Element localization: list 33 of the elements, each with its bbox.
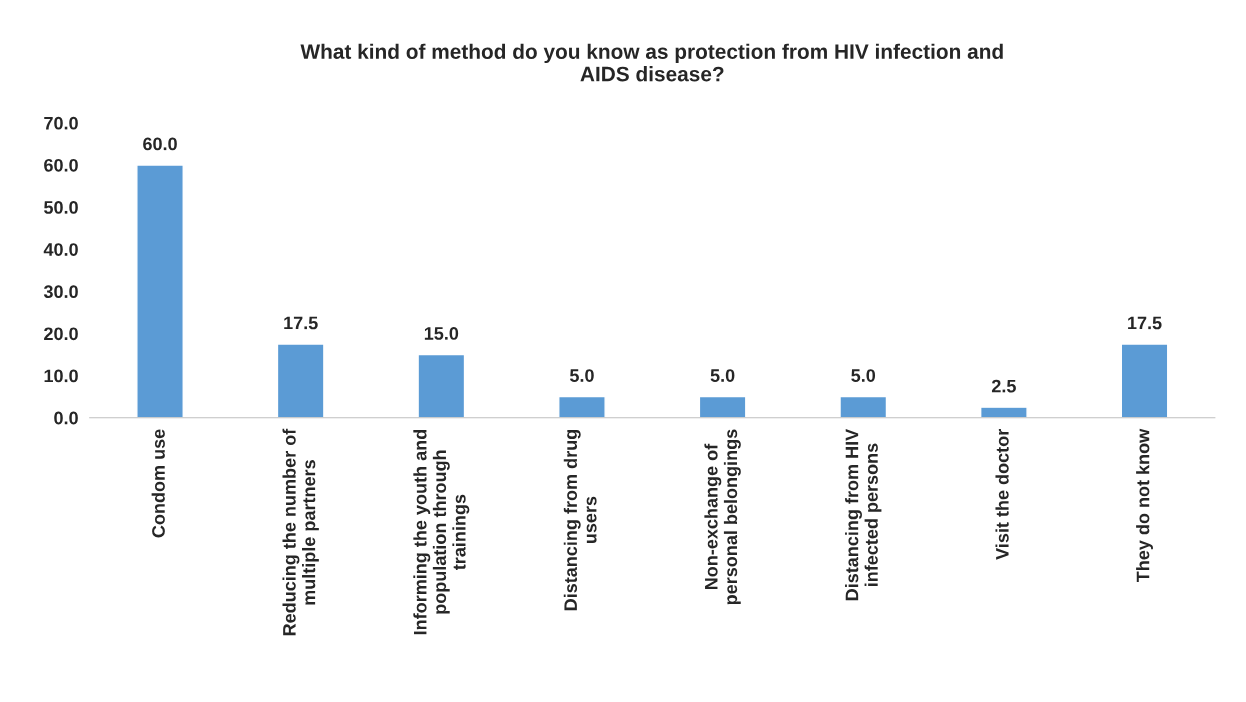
data-label: 60.0 [143,137,177,151]
bar [136,164,184,418]
x-tick-label: Informing the youth and population through trainings [413,429,470,635]
bar [1120,343,1169,418]
data-label: 5.0 [710,369,735,382]
bar [979,406,1028,418]
y-tick-label: 70.0 [44,116,78,130]
data-label: 2.5 [991,379,1016,393]
y-tick-label: 0.0 [54,411,78,425]
y-tick-label: 20.0 [44,327,78,341]
bar [276,343,325,418]
y-tick-label: 10.0 [44,369,78,383]
y-tick-label: 40.0 [43,243,78,256]
x-tick-label: Condom use [151,429,165,538]
x-tick-label: Visit the doctor [995,429,1009,560]
y-tick-label: 60.0 [44,158,78,172]
x-tick-label: Distancing from drug users [563,430,597,611]
y-tick-label: 30.0 [43,285,78,299]
x-tick-label: Non-exchange of personal belongings [704,429,741,605]
bar [417,353,466,418]
data-label: 5.0 [569,369,594,382]
bar [558,395,606,418]
x-tick-label: They do not know [1136,428,1153,583]
data-label: 17.5 [1128,316,1162,330]
bar [839,395,888,418]
x-tick-label: Reducing the number of multiple partners [282,428,319,636]
data-label: 5.0 [851,369,876,382]
chart-title: What kind of method do you know as protection from HIV infection and AIDS disease? [300,43,1003,82]
data-label: 17.5 [284,316,318,330]
x-tick-label: Distancing from HIV infected persons [845,428,882,601]
data-label: 15.0 [424,327,459,340]
bar [698,395,747,418]
y-tick-label: 50.0 [44,201,78,214]
